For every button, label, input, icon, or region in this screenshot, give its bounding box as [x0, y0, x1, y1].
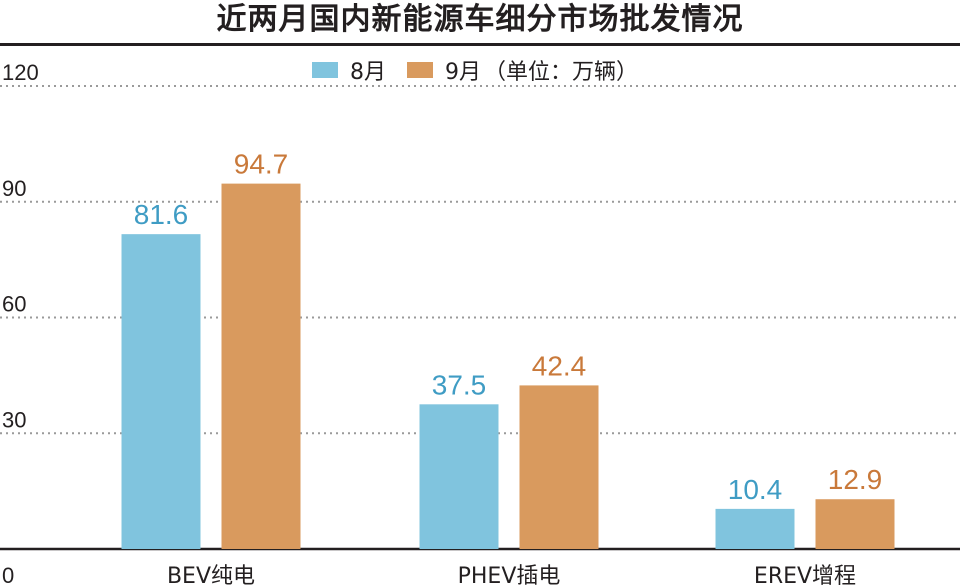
y-tick-label: 0 — [2, 563, 14, 587]
legend-label: 8月 — [350, 60, 386, 85]
legend-label: 9月 — [445, 60, 481, 85]
bars — [121, 183, 895, 549]
y-axis-ticks: 0 30 60 90 120 — [2, 60, 39, 587]
category-label: EREV增程 — [754, 564, 856, 587]
data-label: 10.4 — [728, 474, 783, 505]
y-tick-label: 60 — [2, 292, 26, 317]
legend-swatch — [407, 62, 433, 78]
bar — [815, 499, 895, 549]
y-tick-label: 30 — [2, 407, 26, 432]
data-label: 12.9 — [828, 464, 883, 495]
data-label: 94.7 — [234, 149, 289, 180]
title-rule — [0, 43, 960, 46]
chart-title: 近两月国内新能源车细分市场批发情况 — [216, 2, 744, 37]
data-label: 81.6 — [134, 199, 189, 230]
y-tick-label: 90 — [2, 176, 26, 201]
y-tick-label: 120 — [2, 60, 39, 85]
bar — [519, 385, 599, 549]
value-labels: 81.6 94.7 37.5 42.4 10.4 12.9 — [134, 149, 883, 505]
category-label: PHEV插电 — [458, 564, 561, 587]
unit-note: （单位：万辆） — [484, 60, 638, 85]
legend: 8月 9月 （单位：万辆） — [312, 60, 638, 85]
bar — [715, 508, 795, 549]
category-labels: BEV纯电 PHEV插电 EREV增程 — [167, 564, 856, 587]
bar — [121, 234, 201, 549]
bar — [419, 404, 499, 549]
data-label: 37.5 — [432, 369, 487, 400]
legend-swatch — [312, 62, 338, 78]
data-label: 42.4 — [532, 350, 587, 381]
category-label: BEV纯电 — [167, 564, 255, 587]
bar — [221, 183, 301, 549]
